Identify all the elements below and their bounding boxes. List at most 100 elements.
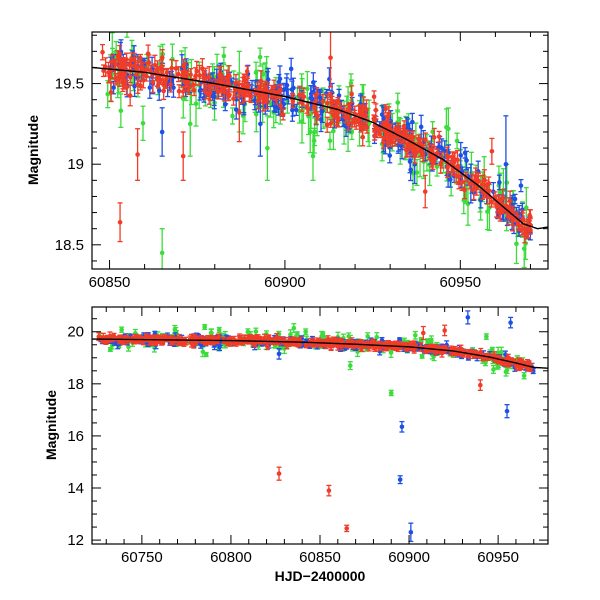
red-data-point	[175, 66, 181, 83]
bottom-y-tick-label: 16	[67, 428, 84, 445]
bottom-x-tick-label: 60900	[388, 549, 430, 566]
red-data-point	[154, 72, 160, 87]
red-data-point	[314, 87, 320, 102]
green-data-point	[230, 107, 236, 125]
top-y-tick-label: 19.5	[55, 76, 84, 93]
red-data-point	[135, 128, 141, 181]
green-data-point	[257, 47, 263, 67]
red-data-point	[390, 341, 396, 351]
top-x-tick-label: 60850	[89, 274, 131, 291]
blue-data-point	[399, 420, 405, 433]
red-data-point	[169, 335, 175, 343]
red-data-point	[358, 338, 364, 344]
red-data-point	[315, 337, 321, 345]
red-data-point	[176, 84, 182, 99]
red-data-point	[419, 138, 425, 153]
red-data-point	[326, 484, 332, 497]
red-data-point	[203, 85, 209, 100]
green-data-point	[203, 351, 209, 358]
blue-data-point	[310, 72, 316, 93]
red-data-point	[401, 131, 407, 149]
red-data-point	[473, 171, 479, 182]
blue-data-point	[308, 84, 314, 111]
red-data-point	[522, 223, 528, 244]
bottom-x-tick-label: 60950	[477, 549, 519, 566]
green-data-point	[388, 389, 394, 397]
green-data-point	[216, 326, 222, 334]
red-data-point	[389, 133, 395, 144]
red-data-point	[479, 174, 485, 195]
red-data-point	[216, 333, 222, 341]
red-data-point	[344, 524, 350, 533]
blue-data-point	[508, 316, 514, 329]
green-data-point	[291, 323, 297, 334]
red-data-point	[150, 71, 156, 93]
red-data-point	[169, 59, 175, 78]
red-data-point	[324, 116, 330, 133]
bottom-panel: 60750 60800 60850 60900 60950 12 14 16 18 20 Magn…	[43, 306, 549, 584]
red-data-point	[126, 59, 132, 71]
top-y-tick-label: 19	[67, 156, 84, 173]
red-data-point	[297, 85, 303, 105]
red-data-point	[436, 130, 442, 143]
green-data-point	[118, 93, 124, 129]
red-data-point	[127, 71, 133, 84]
red-data-point	[456, 176, 462, 190]
red-data-point	[395, 122, 401, 137]
red-data-point	[489, 137, 495, 165]
bottom-x-tick-label: 60850	[299, 549, 341, 566]
blue-data-point	[518, 178, 524, 193]
red-data-point	[268, 84, 274, 99]
red-data-point	[180, 86, 186, 97]
red-data-point	[445, 157, 451, 179]
red-data-point	[380, 136, 386, 149]
top-axes: 60850 60900 60950 18.5 19 19.5	[55, 32, 548, 291]
red-data-point	[486, 176, 492, 191]
red-data-point	[115, 50, 121, 62]
red-data-point	[525, 218, 531, 239]
blue-data-point	[397, 475, 403, 485]
red-data-point	[454, 149, 460, 170]
blue-data-point	[387, 147, 393, 164]
red-data-point	[377, 129, 383, 139]
red-data-point	[301, 87, 307, 106]
green-data-point	[347, 361, 353, 371]
red-data-point	[123, 334, 129, 340]
red-data-point	[192, 333, 198, 340]
green-data-point	[253, 327, 259, 336]
green-data-point	[395, 92, 401, 113]
red-data-point	[371, 90, 377, 104]
green-data-point	[490, 364, 496, 374]
green-data-point	[521, 371, 527, 380]
green-data-point	[124, 32, 130, 38]
green-data-point	[187, 91, 193, 157]
model-curve	[92, 338, 548, 369]
blue-data-point	[132, 75, 138, 98]
red-data-point	[127, 84, 133, 107]
red-data-point	[328, 32, 334, 88]
red-data-point	[420, 325, 426, 341]
red-data-point	[132, 56, 138, 76]
red-data-point	[96, 335, 102, 342]
red-data-point	[372, 343, 378, 352]
red-data-point	[100, 43, 106, 61]
red-data-point	[372, 119, 378, 141]
top-y-tick-label: 18.5	[55, 237, 84, 254]
green-data-point	[140, 105, 146, 142]
red-data-point	[231, 91, 237, 106]
red-data-point	[240, 76, 246, 95]
red-data-point	[487, 189, 493, 205]
red-data-point	[335, 96, 341, 105]
red-data-point	[197, 64, 203, 86]
green-data-point	[130, 5, 135, 22]
red-data-point	[207, 84, 213, 101]
red-data-point	[442, 324, 448, 337]
green-data-point	[119, 326, 125, 333]
green-data-point	[412, 331, 418, 340]
green-data-point	[489, 346, 495, 352]
red-data-point	[180, 131, 186, 181]
red-data-point	[179, 70, 185, 81]
red-data-point	[442, 345, 448, 351]
green-data-point	[454, 132, 460, 150]
red-data-point	[304, 101, 310, 114]
